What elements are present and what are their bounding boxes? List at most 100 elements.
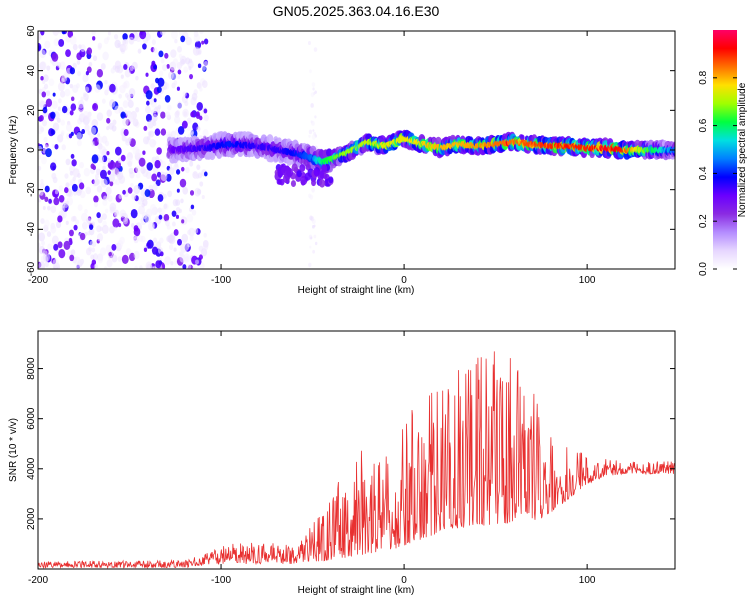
heatmap-cell	[38, 261, 46, 269]
heatmap-cell	[189, 190, 195, 196]
heatmap-cell	[96, 212, 101, 219]
heatmap-cell	[108, 251, 112, 257]
heatmap-cell	[96, 185, 103, 193]
x-tick-label: -100	[211, 575, 231, 586]
colorbar-tick-label: 0.8	[698, 70, 709, 84]
heatmap-cell	[97, 136, 103, 144]
heatmap-cell	[158, 70, 164, 77]
heatmap-cell	[185, 57, 191, 65]
heatmap-cell	[40, 75, 44, 81]
heatmap-cell	[45, 90, 51, 97]
heatmap-cell	[176, 169, 181, 175]
colorbar-tick-label: 0.0	[698, 262, 709, 276]
heatmap-cell	[97, 133, 101, 138]
heatmap-cell	[160, 111, 166, 119]
y-tick-label: 2000	[26, 507, 37, 530]
heatmap-cell	[307, 40, 311, 46]
heatmap-cell	[126, 94, 132, 102]
heatmap-cell	[77, 70, 82, 77]
heatmap-cell	[309, 215, 313, 221]
heatmap-cell	[42, 206, 46, 211]
heatmap-cell	[196, 188, 202, 195]
x-tick-label: 0	[401, 275, 407, 286]
heatmap-cell	[57, 241, 63, 249]
heatmap-cell	[152, 47, 158, 54]
heatmap-cell	[312, 224, 315, 229]
heatmap-cell	[187, 229, 191, 235]
heatmap-cell	[69, 83, 73, 89]
heatmap-cell	[181, 233, 189, 243]
heatmap-cell	[122, 39, 127, 45]
heatmap-cell	[312, 129, 315, 132]
heatmap-cell	[328, 176, 334, 184]
colorbar: 0.0 0.2 0.4 0.6 0.8 Normalized spectral ampl…	[698, 30, 748, 276]
heatmap-cell	[176, 188, 180, 193]
heatmap-cell	[145, 90, 153, 100]
heatmap-cell	[203, 60, 209, 67]
heatmap-cell	[76, 60, 81, 65]
heatmap-cell	[201, 194, 205, 200]
heatmap-cell	[84, 118, 90, 126]
heatmap-cell	[46, 231, 52, 238]
heatmap-cell	[164, 95, 171, 103]
heatmap-cell	[106, 151, 110, 156]
heatmap-cell	[156, 86, 162, 94]
heatmap-cell	[109, 181, 114, 187]
colorbar-tick-label: 0.6	[698, 118, 709, 132]
heatmap-cell	[59, 90, 66, 98]
heatmap-cell	[131, 193, 137, 200]
heatmap-cell	[105, 186, 112, 196]
heatmap-cell	[173, 80, 178, 86]
snr-axes: -200 -100 0 100 2000 4000 6000 8000	[26, 331, 675, 586]
heatmap-cell	[106, 259, 113, 268]
heatmap-cell	[78, 44, 82, 49]
heatmap-cell	[199, 115, 203, 121]
heatmap-cell	[96, 112, 104, 121]
y-tick-label: 60	[26, 25, 37, 37]
heatmap-cell	[133, 225, 139, 232]
heatmap-cell	[177, 126, 185, 135]
heatmap-cell	[190, 111, 195, 118]
heatmap-cell	[116, 65, 124, 74]
heatmap-cell	[96, 233, 104, 242]
heatmap-cell	[168, 167, 175, 175]
heatmap-cell	[190, 204, 195, 210]
heatmap-cell	[57, 106, 61, 111]
heatmap-cell	[300, 171, 306, 179]
heatmap-cell	[177, 69, 182, 75]
heatmap-cell	[202, 129, 209, 138]
heatmap-cell	[209, 151, 216, 161]
heatmap-cell	[153, 166, 159, 175]
heatmap-cell	[311, 134, 316, 140]
heatmap-cell	[43, 83, 49, 90]
heatmap-cell	[147, 120, 154, 129]
heatmap-cell	[155, 155, 160, 162]
heatmap-cell	[69, 254, 75, 262]
heatmap-cell	[92, 36, 96, 41]
x-tick-label: -200	[28, 575, 48, 586]
heatmap-cell	[51, 143, 55, 149]
heatmap-cell	[112, 119, 117, 126]
heatmap-cell	[133, 235, 137, 240]
heatmap-cell	[122, 189, 126, 195]
heatmap-cell	[44, 40, 51, 49]
heatmap-cell	[173, 229, 179, 236]
heatmap-cell	[120, 111, 126, 119]
heatmap-cell	[137, 48, 142, 54]
heatmap-cell	[43, 136, 48, 143]
heatmap-cell	[165, 220, 170, 227]
heatmap-cell	[286, 167, 294, 178]
heatmap-cell	[83, 167, 91, 177]
heatmap-cell	[81, 221, 88, 230]
heatmap-cell	[142, 199, 148, 207]
heatmap-cell	[171, 210, 177, 217]
heatmap-cell	[96, 68, 104, 78]
heatmap-cell	[46, 65, 51, 71]
heatmap-cell	[118, 93, 122, 99]
heatmap-cell	[123, 217, 129, 225]
heatmap-cell	[80, 96, 84, 101]
heatmap-cell	[193, 172, 198, 179]
heatmap-cell	[177, 75, 181, 80]
heatmap-cell	[183, 253, 191, 263]
heatmap-cell	[186, 126, 191, 132]
